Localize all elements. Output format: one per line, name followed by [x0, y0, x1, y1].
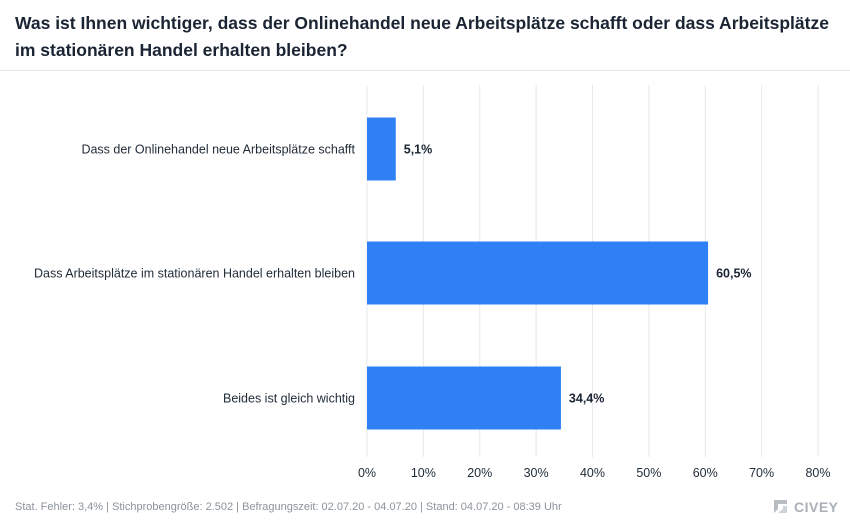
category-label: Dass der Onlinehandel neue Arbeitsplätze… [81, 143, 355, 157]
title-divider [0, 70, 850, 71]
x-tick-label: 50% [636, 466, 661, 480]
survey-footer: Stat. Fehler: 3,4% | Stichprobengröße: 2… [15, 501, 562, 513]
x-tick-label: 80% [805, 466, 830, 480]
civey-logo-text: CIVEY [794, 498, 839, 515]
x-tick-label: 70% [749, 466, 774, 480]
x-tick-label: 40% [580, 466, 605, 480]
category-label: Beides ist gleich wichtig [223, 392, 355, 406]
value-label: 60,5% [716, 267, 751, 281]
bar [367, 117, 396, 181]
value-label: 34,4% [569, 392, 604, 406]
civey-logo: CIVEY [772, 498, 839, 515]
x-tick-label: 10% [411, 466, 436, 480]
x-tick-label: 60% [693, 466, 718, 480]
bar [367, 241, 709, 305]
category-label: Dass Arbeitsplätze im stationären Handel… [34, 267, 355, 281]
bar [367, 366, 561, 430]
x-tick-label: 20% [467, 466, 492, 480]
value-label: 5,1% [404, 143, 433, 157]
civey-logo-icon [774, 500, 787, 513]
x-tick-label: 0% [358, 466, 376, 480]
x-tick-label: 30% [524, 466, 549, 480]
chart-title: Was ist Ihnen wichtiger, dass der Online… [15, 13, 829, 60]
